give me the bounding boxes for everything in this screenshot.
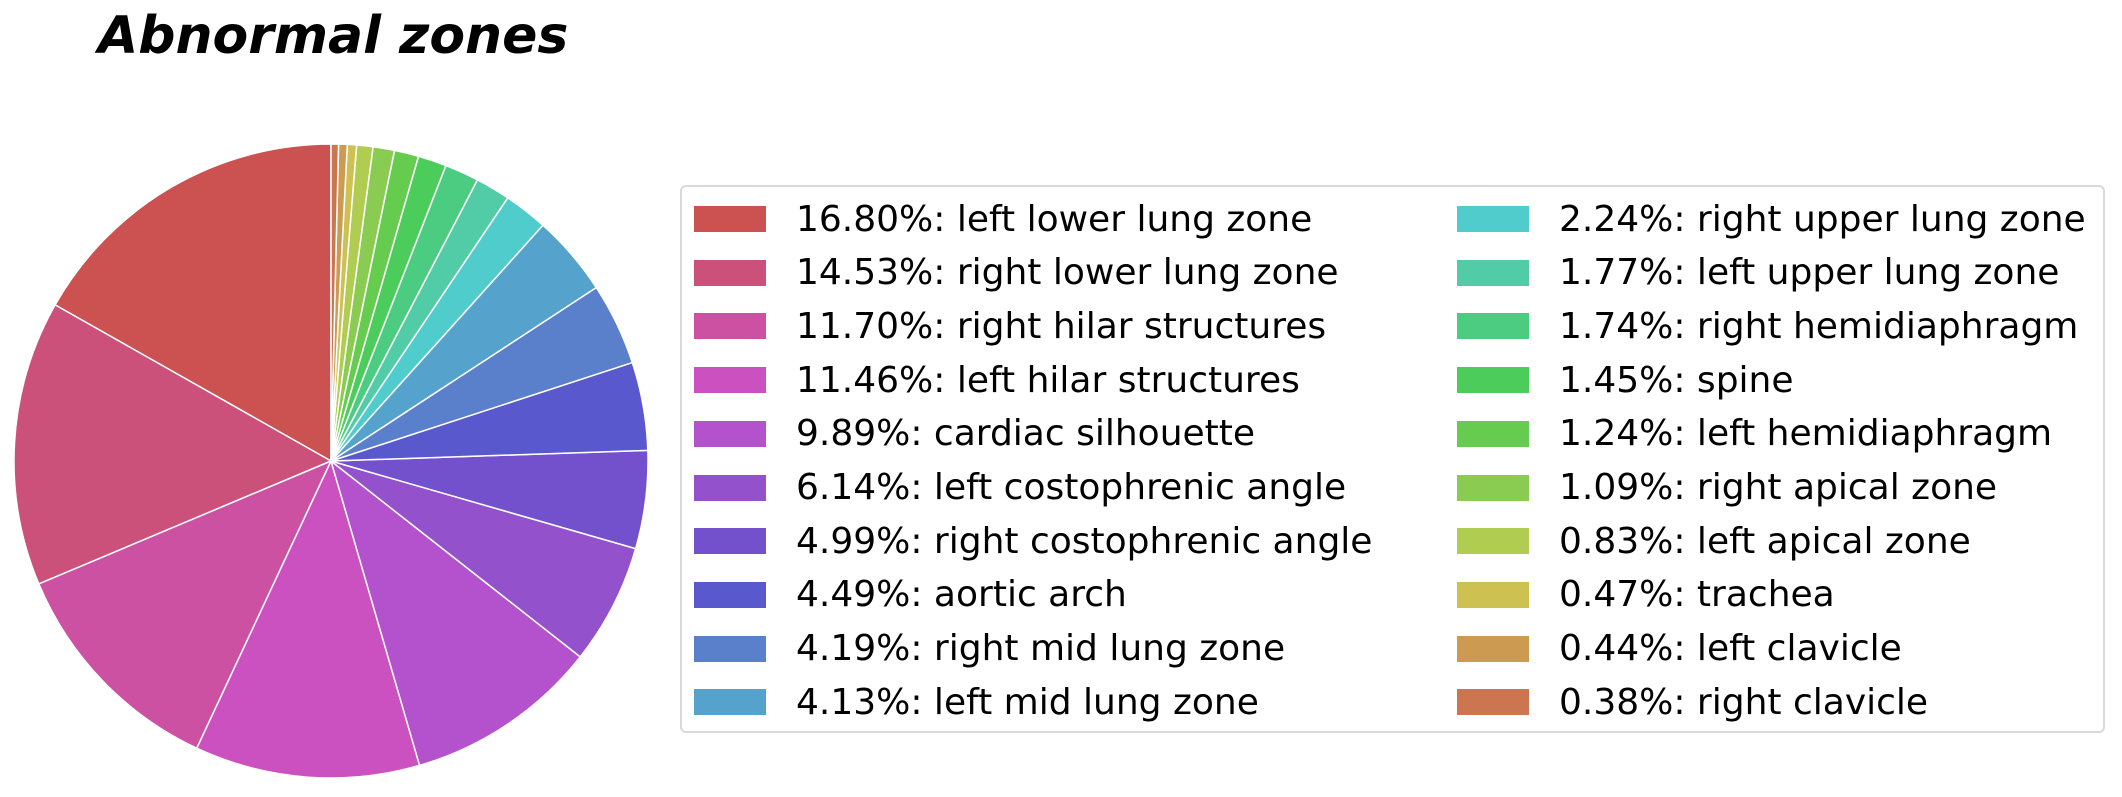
legend-item: 1.45%: spine xyxy=(1457,359,1794,401)
legend-item: 11.70%: right hilar structures xyxy=(694,305,1327,347)
legend-label: 9.89%: cardiac silhouette xyxy=(796,413,1256,455)
legend-swatch xyxy=(694,528,766,555)
legend-item: 0.44%: left clavicle xyxy=(1457,628,1902,670)
legend-label: 2.24%: right upper lung zone xyxy=(1559,198,2086,240)
legend-swatch xyxy=(1457,528,1529,555)
legend-item: 1.09%: right apical zone xyxy=(1457,467,1998,508)
legend-item: 14.53%: right lower lung zone xyxy=(694,252,1339,294)
legend-label: 4.19%: right mid lung zone xyxy=(796,628,1286,670)
legend-swatch xyxy=(694,259,766,286)
pie-slice-3 xyxy=(196,460,421,779)
legend-item: 4.49%: aortic arch xyxy=(694,574,1127,616)
legend-label: 0.44%: left clavicle xyxy=(1559,628,1902,670)
legend-swatch xyxy=(1457,474,1529,501)
legend-swatch xyxy=(694,313,766,340)
legend-swatch xyxy=(694,367,766,394)
legend-item: 1.74%: right hemidiaphragm xyxy=(1457,305,2079,347)
legend-label: 1.74%: right hemidiaphragm xyxy=(1559,305,2079,347)
chart-title: Abnormal zones xyxy=(98,6,569,66)
legend-swatch xyxy=(694,689,766,716)
legend-swatch xyxy=(694,635,766,662)
legend-label: 16.80%: left lower lung zone xyxy=(796,198,1313,240)
legend-label: 14.53%: right lower lung zone xyxy=(796,252,1339,294)
legend-swatch xyxy=(1457,635,1529,662)
legend-label: 0.38%: right clavicle xyxy=(1559,681,1929,723)
legend-label: 1.77%: left upper lung zone xyxy=(1559,252,2060,294)
legend-label: 6.14%: left costophrenic angle xyxy=(796,467,1347,508)
legend-item: 0.47%: trachea xyxy=(1457,574,1835,616)
legend-item: 6.14%: left costophrenic angle xyxy=(694,467,1347,508)
legend-item: 4.99%: right costophrenic angle xyxy=(694,520,1373,562)
pie-slice-4 xyxy=(330,460,581,767)
legend-item: 9.89%: cardiac silhouette xyxy=(694,413,1256,455)
legend-swatch xyxy=(1457,581,1529,608)
legend-label: 11.46%: left hilar structures xyxy=(796,359,1300,401)
legend-item: 4.13%: left mid lung zone xyxy=(694,681,1259,723)
pie-slice-19 xyxy=(330,143,340,462)
legend-label: 11.70%: right hilar structures xyxy=(796,305,1327,347)
legend-label: 4.49%: aortic arch xyxy=(796,574,1127,616)
legend-swatch xyxy=(694,474,766,501)
legend-label: 1.24%: left hemidiaphragm xyxy=(1559,413,2053,455)
legend-item: 11.46%: left hilar structures xyxy=(694,359,1300,401)
legend-item: 1.24%: left hemidiaphragm xyxy=(1457,413,2053,455)
legend-item: 4.19%: right mid lung zone xyxy=(694,628,1286,670)
legend-swatch xyxy=(694,581,766,608)
legend-swatch xyxy=(694,206,766,232)
legend-swatch xyxy=(1457,259,1529,286)
legend-item: 16.80%: left lower lung zone xyxy=(694,198,1313,240)
legend-label: 4.99%: right costophrenic angle xyxy=(796,520,1373,562)
legend-item: 0.38%: right clavicle xyxy=(1457,681,1929,723)
legend-label: 0.47%: trachea xyxy=(1559,574,1835,616)
legend-label: 0.83%: left apical zone xyxy=(1559,520,1971,562)
legend-swatch xyxy=(1457,420,1529,447)
legend-label: 1.09%: right apical zone xyxy=(1559,467,1998,508)
pie-slice-0 xyxy=(54,143,332,462)
pie-slice-2 xyxy=(38,460,332,749)
pie-slice-5 xyxy=(330,460,637,658)
pie-chart xyxy=(13,143,649,779)
legend-swatch xyxy=(1457,313,1529,340)
legend-swatch xyxy=(1457,367,1529,394)
pie-slice-1 xyxy=(13,304,332,585)
legend-item: 1.77%: left upper lung zone xyxy=(1457,252,2060,294)
legend-item: 2.24%: right upper lung zone xyxy=(1457,198,2086,240)
legend-label: 1.45%: spine xyxy=(1559,359,1794,401)
legend-swatch xyxy=(694,420,766,447)
legend-swatch xyxy=(1457,206,1529,232)
legend: 16.80%: left lower lung zone 14.53%: righ… xyxy=(680,185,2105,733)
legend-item: 0.83%: left apical zone xyxy=(1457,520,1971,562)
legend-label: 4.13%: left mid lung zone xyxy=(796,681,1259,723)
legend-swatch xyxy=(1457,689,1529,716)
